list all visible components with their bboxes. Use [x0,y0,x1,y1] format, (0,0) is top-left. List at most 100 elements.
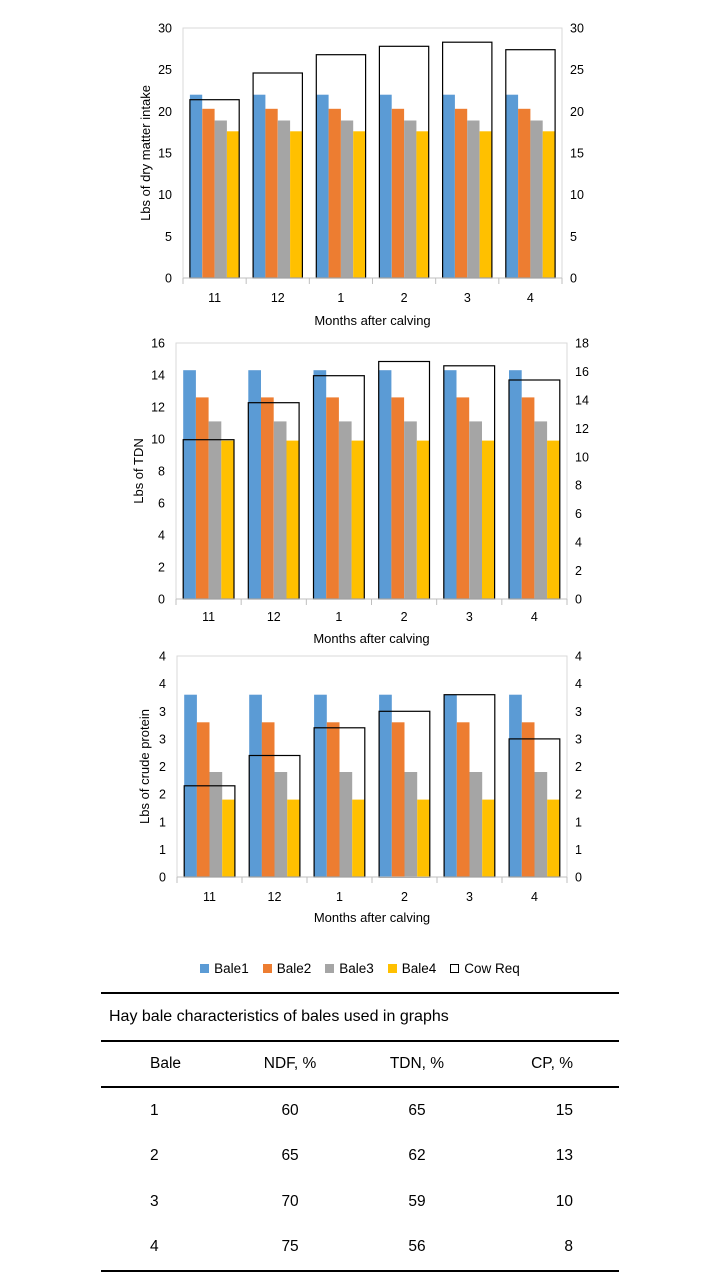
legend-label: Bale4 [401,960,437,976]
legend-item: Bale2 [262,961,311,976]
cell-bale: 1 [150,1101,159,1119]
y-tick-label-left: 3 [159,732,166,746]
bar-bale3 [339,772,353,877]
legend-swatch [325,963,335,973]
bar-bale1 [442,94,455,278]
y-tick-label-left: 10 [151,433,165,447]
x-tick-label: 4 [527,291,534,305]
bar-bale2 [261,397,274,599]
cell-tdn: 59 [408,1192,426,1210]
bar-bale4 [290,131,303,278]
x-tick-label: 3 [464,291,471,305]
x-tick-label: 3 [466,610,473,624]
bar-bale2 [521,722,535,877]
bar-bale2 [456,722,470,877]
bar-bale4 [417,799,430,877]
bar-bale1 [183,370,196,599]
bar-bale1 [248,370,261,599]
y-tick-label-right: 30 [570,22,584,36]
y-tick-label-left: 16 [151,337,165,351]
x-tick-label: 4 [531,610,538,624]
y-tick-label-right: 4 [575,677,582,691]
bar-bale4 [222,799,235,877]
bar-bale2 [195,397,209,599]
header-cp: CP, % [531,1055,573,1072]
y-tick-label-left: 0 [159,871,166,885]
x-tick-label: 11 [203,890,216,904]
cell-ndf: 65 [281,1147,299,1165]
y-tick-label-right: 1 [575,843,582,857]
y-tick-label-right: 0 [575,593,582,607]
table-header-row: Bale NDF, % TDN, % CP, % [101,1041,619,1087]
legend-label: Bale1 [214,960,249,976]
y-tick-label-right: 5 [570,230,577,244]
bar-bale4 [221,440,234,599]
legend-swatch [200,963,210,973]
bar-bale4 [351,440,365,599]
x-axis-label: Months after calving [314,313,430,328]
table-row: 2 65 62 13 [101,1134,619,1180]
bar-bale3 [534,421,548,599]
x-axis-label: Months after calving [314,910,430,925]
y-tick-label-left: 4 [158,529,165,543]
bar-bale3 [469,772,483,877]
y-tick-label-left: 20 [158,105,172,119]
header-ndf: NDF, % [263,1055,317,1072]
bar-bale4 [416,131,429,278]
bar-bale1 [316,94,329,278]
table-row: 4 75 56 8 [101,1225,619,1271]
legend-label: Bale3 [339,960,374,976]
bar-bale2 [518,108,531,278]
bar-bale3 [209,772,223,877]
bar-bale3 [467,120,480,278]
y-tick-label-right: 6 [575,507,582,521]
y-tick-label-right: 10 [575,450,589,464]
bar-bale1 [509,694,522,877]
bar-bale3 [534,772,548,877]
bar-bale4 [479,131,492,278]
bar-bale3 [214,120,227,278]
bar-bale3 [404,772,418,877]
plot-area [182,27,563,279]
x-tick-label: 12 [271,291,285,305]
bar-bale2 [521,397,535,599]
bar-bale1 [443,370,457,599]
y-tick-label-left: 5 [165,230,172,244]
cell-cp: 8 [564,1238,573,1256]
cell-cp: 13 [555,1147,573,1165]
y-tick-label-right: 15 [570,147,584,161]
bar-bale3 [530,120,543,278]
bar-bale3 [338,421,352,599]
bar-bale3 [469,421,482,599]
cell-cp: 15 [555,1101,573,1119]
y-tick-label-right: 8 [575,479,582,493]
bar-bale2 [391,397,405,599]
y-tick-label-left: 2 [158,561,165,575]
y-axis-label: Lbs of dry matter intake [138,85,153,221]
y-tick-label-right: 20 [570,105,584,119]
cell-bale: 4 [150,1238,159,1256]
bar-bale3 [273,421,287,599]
bar-bale1 [313,370,327,599]
y-tick-label-right: 2 [575,564,582,578]
bar-bale3 [208,421,222,599]
y-tick-label-right: 2 [575,760,582,774]
x-tick-label: 1 [336,890,343,904]
bar-bale2 [202,108,215,278]
bar-bale3 [277,120,291,278]
bar-bale1 [314,694,327,877]
bar-bale1 [509,370,522,599]
x-tick-label: 4 [531,890,538,904]
bar-bale4 [353,131,366,278]
bar-bale2 [326,397,339,599]
cell-bale: 2 [150,1147,159,1165]
bar-bale1 [379,694,392,877]
chart-legend: Bale1 Bale2 Bale3 Bale4 Cow Req [0,957,720,979]
y-tick-label-left: 1 [159,843,166,857]
table-row: 3 70 59 10 [101,1179,619,1225]
bar-bale3 [404,421,417,599]
bar-bale4 [352,799,365,877]
y-tick-label-right: 16 [575,365,589,379]
y-tick-label-right: 4 [575,650,582,664]
y-tick-label-left: 10 [158,188,172,202]
